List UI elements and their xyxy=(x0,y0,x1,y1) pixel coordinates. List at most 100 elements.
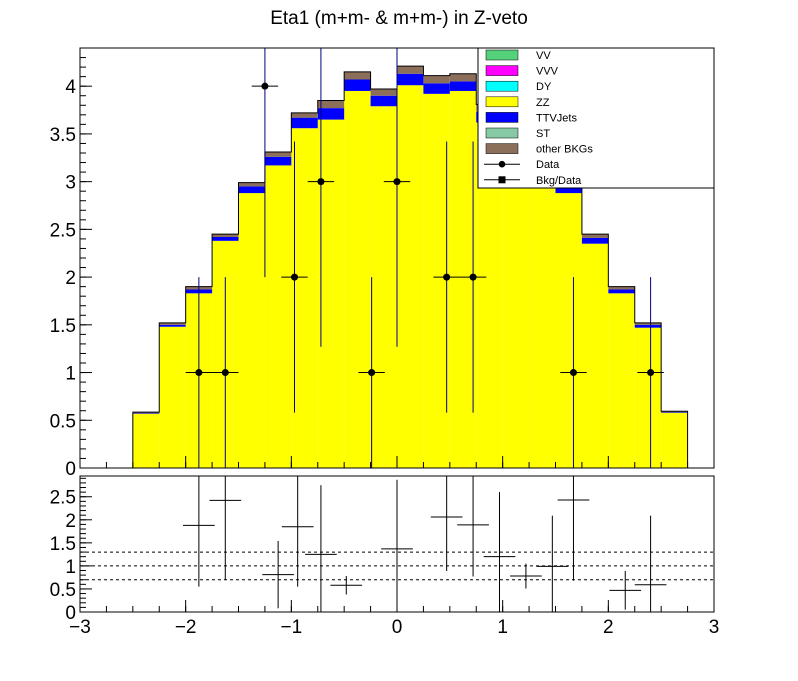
y-tick-label: 2.5 xyxy=(50,220,76,241)
bar-ttvjets xyxy=(291,117,318,129)
bar-ttvjets xyxy=(397,73,424,86)
y-tick-label: 0.5 xyxy=(50,411,76,432)
bar-zz xyxy=(291,128,318,468)
legend-label-vv: VV xyxy=(536,50,551,62)
legend-label-ttvjets: TTVJets xyxy=(536,112,577,124)
bar-other-bkgs xyxy=(291,112,318,118)
legend-label-data: Data xyxy=(536,159,560,171)
bar-other-bkgs xyxy=(370,89,397,96)
data-point xyxy=(291,273,299,281)
legend-swatch-vv xyxy=(485,49,519,61)
legend-swatch-dy xyxy=(485,80,519,92)
bar-zz xyxy=(581,243,609,468)
bar-ttvjets xyxy=(634,324,662,328)
legend-label-st: ST xyxy=(536,128,550,140)
bar-zz xyxy=(634,327,662,468)
bar-ttvjets xyxy=(449,81,477,91)
ratio-y-tick-label: 1.5 xyxy=(50,534,76,555)
ratio-y-tick-label: 0 xyxy=(65,603,76,624)
legend-label-zz: ZZ xyxy=(536,97,550,109)
legend-marker-data xyxy=(498,160,506,168)
data-point xyxy=(469,273,477,281)
y-tick-label: 1 xyxy=(65,364,76,385)
legend-swatch-st xyxy=(485,127,519,139)
bar-other-bkgs xyxy=(159,322,186,325)
bar-ttvjets xyxy=(132,412,160,414)
x-tick-label: −3 xyxy=(69,617,91,638)
bar-ttvjets xyxy=(212,237,239,241)
bar-ttvjets xyxy=(264,156,292,166)
bar-zz xyxy=(344,90,371,469)
chart-title: Eta1 (m+m- & m+m-) in Z-veto xyxy=(270,8,528,29)
bar-zz xyxy=(423,93,450,469)
ratio-y-tick-label: 2 xyxy=(65,511,76,532)
y-tick-label: 3 xyxy=(65,173,76,194)
main-pad-axes: 0 0.5 1 1.5 2 2.5 3 3.5 4 xyxy=(50,47,715,480)
bar-zz xyxy=(502,162,530,468)
bar-other-bkgs xyxy=(397,66,424,74)
legend-label-dy: DY xyxy=(536,81,552,93)
y-tick-label: 4 xyxy=(65,77,76,98)
bar-ttvjets xyxy=(317,108,345,120)
bar-zz xyxy=(661,412,688,468)
main-pad: 00.511.522.533.54 VVVVVDYZZTTVJetsSTothe… xyxy=(50,47,715,480)
bar-ttvjets xyxy=(344,79,371,91)
legend-swatch-other-bkgs xyxy=(485,143,519,154)
bar-other-bkgs xyxy=(344,71,371,80)
y-tick-label: 3.5 xyxy=(50,125,76,146)
bar-ttvjets xyxy=(423,83,450,94)
bar-ttvjets xyxy=(238,186,265,194)
data-point xyxy=(261,82,269,90)
ratio-pad: 00.511.522.5−3 −2 −1 0 1 2 3 xyxy=(50,475,720,638)
x-tick-label: 2 xyxy=(603,617,614,638)
bar-ttvjets xyxy=(370,95,397,107)
bar-zz xyxy=(370,106,397,469)
x-tick-label: −2 xyxy=(175,617,197,638)
bar-ttvjets xyxy=(661,411,688,413)
ratio-points xyxy=(183,476,667,612)
legend-swatch-vvv xyxy=(485,65,519,76)
legend-label-bkg-data: Bkg/Data xyxy=(536,175,582,187)
x-tick-label: 1 xyxy=(497,617,508,638)
bar-zz xyxy=(159,326,186,468)
bar-other-bkgs xyxy=(449,73,477,82)
x-tick-label: 3 xyxy=(709,617,720,638)
bar-zz xyxy=(132,413,160,468)
y-tick-label: 1.5 xyxy=(50,316,76,337)
bar-other-bkgs xyxy=(581,234,609,238)
bar-zz xyxy=(238,193,265,468)
bar-other-bkgs xyxy=(212,234,239,237)
bar-other-bkgs xyxy=(423,75,450,84)
x-tick-label: 0 xyxy=(392,617,403,638)
bar-other-bkgs xyxy=(608,286,635,290)
bar-zz xyxy=(608,293,635,468)
y-tick-label: 0 xyxy=(65,459,76,480)
bar-other-bkgs xyxy=(634,322,662,325)
y-tick-label: 2 xyxy=(65,268,76,289)
data-point xyxy=(393,178,401,186)
data-point xyxy=(443,273,451,281)
bar-zz xyxy=(264,165,292,468)
data-points xyxy=(185,48,664,468)
bar-ttvjets xyxy=(555,186,582,194)
data-point xyxy=(647,369,655,377)
legend-label-other-bkgs: other BKGs xyxy=(536,144,593,156)
bar-zz xyxy=(317,119,345,468)
bar-other-bkgs xyxy=(264,152,292,157)
legend-label-vvv: VVV xyxy=(536,66,559,78)
bar-zz xyxy=(555,193,582,468)
ratio-reference-lines xyxy=(80,551,714,581)
ratio-pad-axes: 00.511.522.5−3 −2 −1 0 1 2 3 xyxy=(50,477,720,638)
legend-marker-bkg-data xyxy=(498,176,506,184)
bar-zz xyxy=(529,172,556,468)
data-point xyxy=(569,369,577,377)
bar-ttvjets xyxy=(159,324,186,327)
ratio-y-tick-label: 1 xyxy=(65,557,76,578)
bar-other-bkgs xyxy=(238,182,265,187)
data-point xyxy=(195,369,203,377)
x-tick-label: −1 xyxy=(280,617,302,638)
bar-ttvjets xyxy=(581,237,609,244)
